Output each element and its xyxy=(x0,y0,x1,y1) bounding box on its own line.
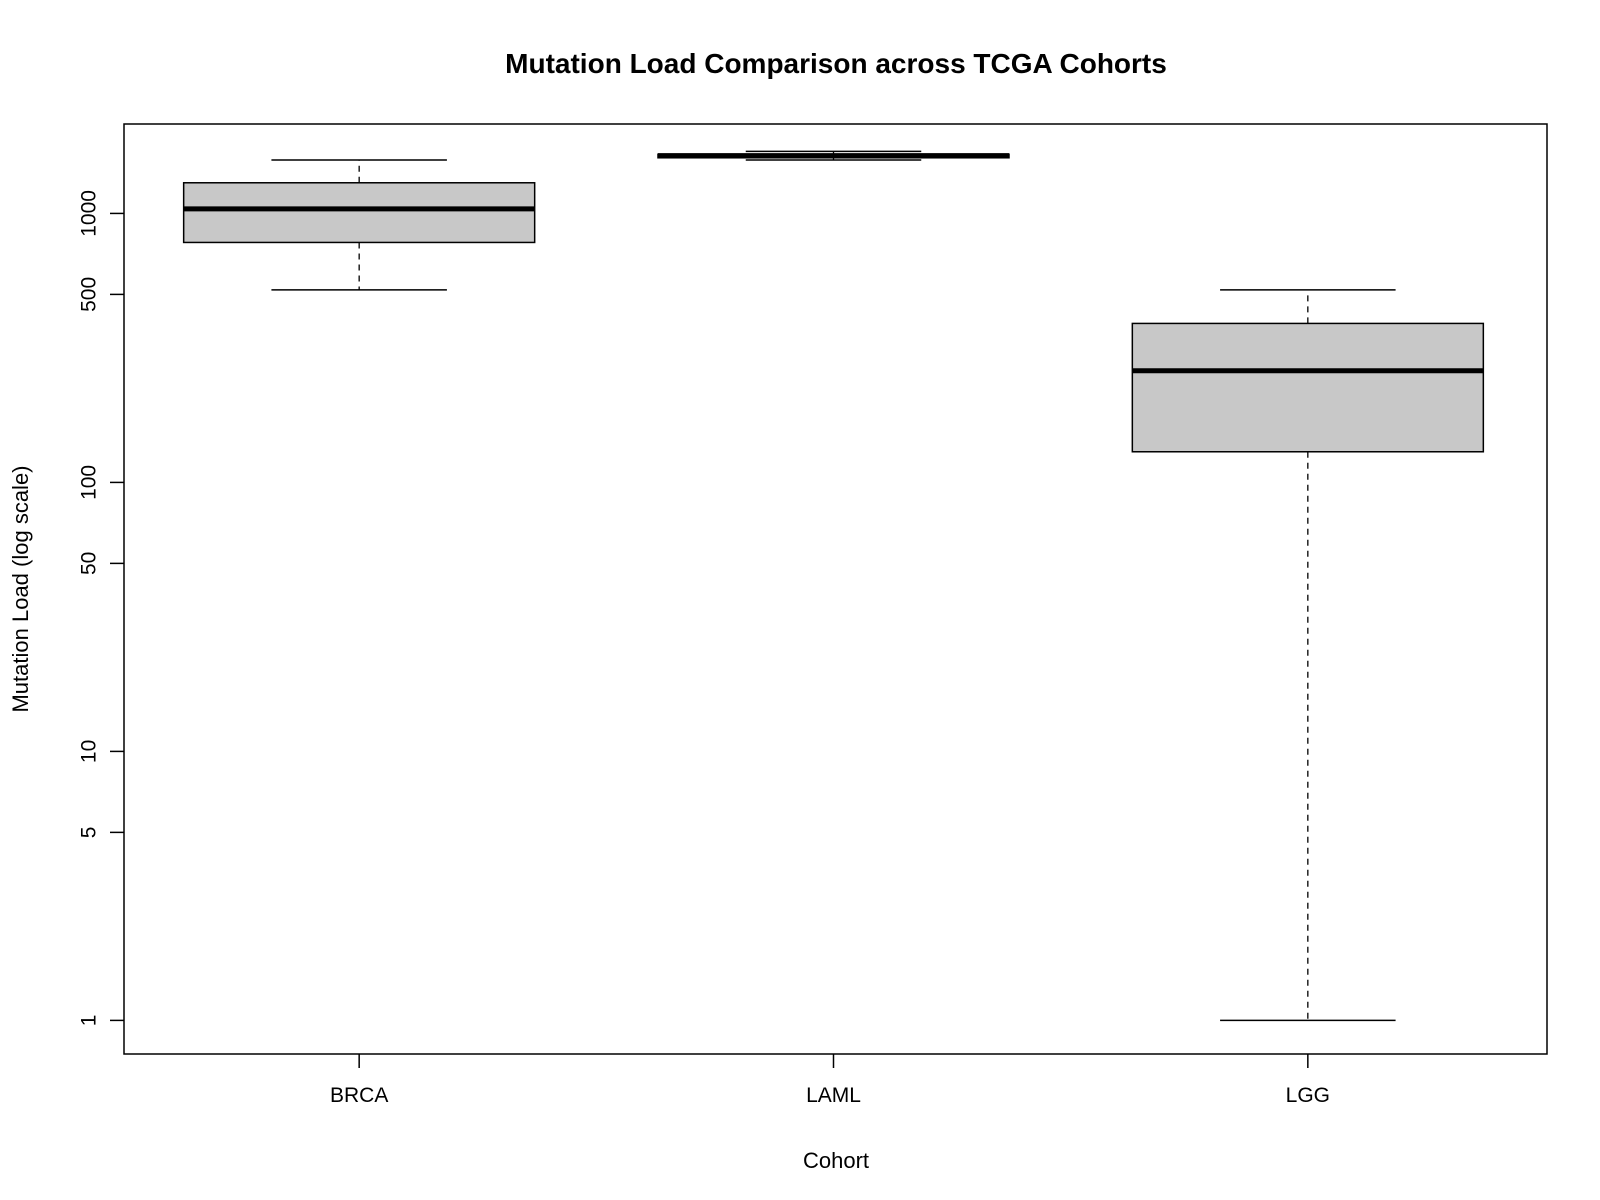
boxes xyxy=(182,150,1485,1022)
y-axis-label: Mutation Load (log scale) xyxy=(8,465,33,712)
y-tick-label: 5 xyxy=(77,827,100,839)
chart-title: Mutation Load Comparison across TCGA Coh… xyxy=(505,48,1167,79)
box-lgg xyxy=(1131,289,1485,1022)
y-tick-label: 1 xyxy=(77,1015,100,1027)
iqr-box xyxy=(182,182,536,244)
x-tick-label: LGG xyxy=(1286,1084,1330,1107)
x-tick-label: LAML xyxy=(806,1084,861,1107)
y-axis: 1 5 10 50 100 500 1000 xyxy=(77,190,124,1026)
plot-frame xyxy=(123,123,1548,1055)
y-tick-label: 10 xyxy=(77,740,100,763)
box-brca xyxy=(182,159,536,291)
x-axis-label: Cohort xyxy=(803,1148,869,1173)
iqr-box xyxy=(1131,322,1485,453)
y-tick-label: 50 xyxy=(77,552,100,575)
box-laml xyxy=(657,150,1010,161)
x-axis: BRCA LAML LGG xyxy=(330,1054,1330,1107)
y-tick-label: 100 xyxy=(77,465,100,500)
y-tick-label: 1000 xyxy=(77,190,100,237)
x-tick-label: BRCA xyxy=(330,1084,388,1107)
y-tick-label: 500 xyxy=(77,277,100,312)
